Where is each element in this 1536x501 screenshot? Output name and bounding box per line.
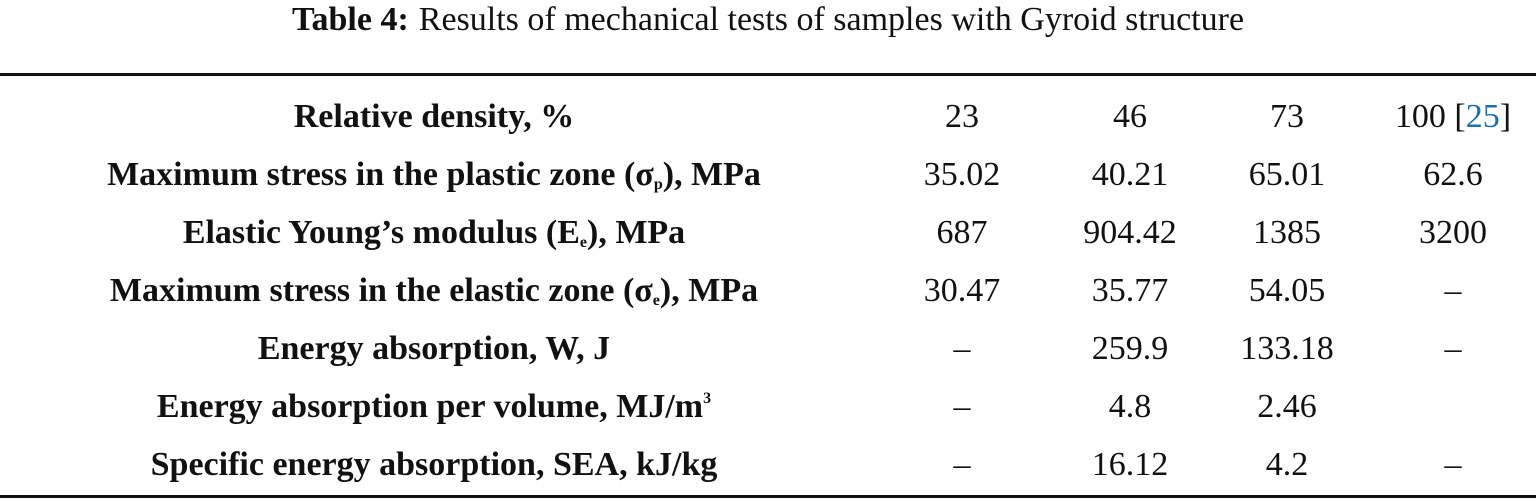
cell: 30.47 bbox=[923, 272, 1001, 309]
header-row: Relative density, % 23 46 73 100 [25] bbox=[0, 88, 1536, 146]
cell: 687 bbox=[936, 214, 988, 251]
text-part: ), MPa bbox=[659, 272, 759, 309]
cell: 2.46 bbox=[1257, 388, 1317, 425]
reference-link[interactable]: 25 bbox=[1465, 98, 1500, 135]
row-label: Relative density, % bbox=[0, 88, 868, 146]
bottom-rule bbox=[0, 495, 1536, 498]
text-part: Maximum stress in the plastic zone (σ bbox=[107, 156, 654, 193]
row-label: Energy absorption per volume, MJ/m3 bbox=[0, 378, 868, 436]
cell: 40.21 bbox=[1091, 156, 1169, 193]
text-part: 100 [ bbox=[1394, 98, 1466, 135]
cell: 62.6 bbox=[1423, 156, 1483, 193]
row-label: Elastic Young’s modulus (Ee), MPa bbox=[0, 204, 868, 262]
cell: – bbox=[953, 388, 971, 425]
cell bbox=[1370, 378, 1536, 436]
cell: 4.2 bbox=[1265, 446, 1309, 483]
text-part: Energy absorption, W, J bbox=[257, 330, 611, 367]
table-row: Maximum stress in the elastic zone (σe),… bbox=[0, 262, 1536, 320]
text-part: ] bbox=[1499, 98, 1512, 135]
cell: 259.9 bbox=[1091, 330, 1169, 367]
cell: – bbox=[1444, 272, 1462, 309]
text-part: Energy absorption per volume, MJ/m bbox=[156, 388, 704, 425]
cell: 904.42 bbox=[1083, 214, 1177, 251]
text-part: 3 bbox=[703, 390, 712, 407]
text-part: Elastic Young’s modulus (E bbox=[182, 214, 580, 251]
cell: – bbox=[1444, 330, 1462, 367]
cell: 4.8 bbox=[1108, 388, 1152, 425]
cell: 1385 bbox=[1253, 214, 1321, 251]
cell: 35.02 bbox=[923, 156, 1001, 193]
data-table: Relative density, % 23 46 73 100 [25] Maximum… bbox=[0, 88, 1536, 494]
table-row: Maximum stress in the plastic zone (σp),… bbox=[0, 146, 1536, 204]
text-part: e bbox=[579, 234, 587, 251]
text-part: ), MPa bbox=[587, 214, 686, 251]
cell: – bbox=[953, 330, 971, 367]
row-label: Energy absorption, W, J bbox=[0, 320, 868, 378]
cell: – bbox=[953, 446, 971, 483]
table-caption: Table 4: Results of mechanical tests of s… bbox=[0, 0, 1536, 40]
text-part: p bbox=[653, 176, 663, 193]
text-part: Maximum stress in the elastic zone (σ bbox=[109, 272, 653, 309]
row-label: Specific energy absorption, SEA, kJ/kg bbox=[0, 436, 868, 494]
table-row: Elastic Young’s modulus (Ee), MPa 687 904.… bbox=[0, 204, 1536, 262]
caption-text: Results of mechanical tests of samples w… bbox=[418, 1, 1245, 38]
text-part: e bbox=[652, 292, 660, 309]
text-part: ), MPa bbox=[662, 156, 761, 193]
cell: 100 [25] bbox=[1370, 88, 1536, 146]
text-part: Specific energy absorption, SEA, kJ/kg bbox=[150, 446, 718, 483]
top-rule bbox=[0, 73, 1536, 76]
caption-label: Table 4: bbox=[291, 1, 409, 38]
cell: – bbox=[1444, 446, 1462, 483]
row-label: Maximum stress in the plastic zone (σp),… bbox=[0, 146, 868, 204]
cell: 65.01 bbox=[1248, 156, 1326, 193]
table-row: Energy absorption per volume, MJ/m3 – 4.8 2… bbox=[0, 378, 1536, 436]
cell: 73 bbox=[1270, 98, 1304, 135]
text-part: Relative density, % bbox=[293, 98, 575, 135]
cell: 23 bbox=[945, 98, 979, 135]
table-row: Specific energy absorption, SEA, kJ/kg – 1… bbox=[0, 436, 1536, 494]
cell: 35.77 bbox=[1091, 272, 1169, 309]
cell: 3200 bbox=[1419, 214, 1487, 251]
cell: 16.12 bbox=[1091, 446, 1169, 483]
row-label: Maximum stress in the elastic zone (σe),… bbox=[0, 262, 868, 320]
cell: 54.05 bbox=[1248, 272, 1326, 309]
table-row: Energy absorption, W, J – 259.9 133.18 – bbox=[0, 320, 1536, 378]
cell: 46 bbox=[1113, 98, 1147, 135]
cell: 133.18 bbox=[1240, 330, 1334, 367]
